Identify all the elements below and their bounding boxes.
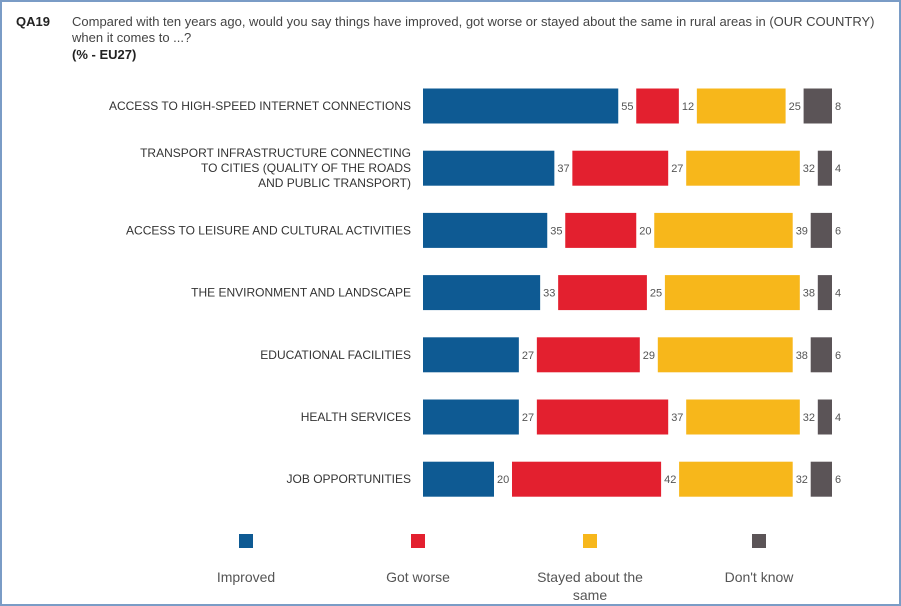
bar-improved (423, 275, 541, 311)
category-label: THE ENVIRONMENT AND LANDSCAPE (191, 286, 411, 300)
value-label-dont-know: 4 (835, 163, 841, 175)
bar-improved (423, 150, 555, 186)
category-label: ACCESS TO HIGH-SPEED INTERNET CONNECTION… (109, 99, 411, 113)
bar-got-worse (536, 399, 669, 435)
bar-dont-know (817, 399, 832, 435)
chart-subtitle: (% - EU27) (72, 47, 137, 62)
legend-swatch-improved (239, 534, 253, 548)
legend-label-dont-know: Don't know (725, 569, 795, 585)
value-label-stayed-same: 38 (803, 288, 815, 300)
bar-got-worse (636, 88, 679, 124)
value-label-improved: 27 (522, 350, 534, 362)
bar-got-worse (565, 212, 637, 248)
value-label-got-worse: 20 (639, 225, 651, 237)
bar-stayed-same (654, 212, 793, 248)
question-text: Compared with ten years ago, would you s… (72, 14, 875, 45)
value-label-got-worse: 29 (643, 350, 655, 362)
value-label-improved: 37 (557, 163, 569, 175)
category-label: ACCESS TO LEISURE AND CULTURAL ACTIVITIE… (126, 223, 411, 237)
legend-swatch-dont-know (752, 534, 766, 548)
bar-stayed-same (686, 399, 800, 435)
value-label-stayed-same: 38 (796, 350, 808, 362)
category-label: JOB OPPORTUNITIES (287, 472, 411, 486)
legend-swatch-got-worse (411, 534, 425, 548)
value-label-dont-know: 6 (835, 225, 841, 237)
bar-dont-know (810, 337, 832, 373)
value-label-stayed-same: 25 (789, 101, 801, 113)
bar-dont-know (803, 88, 832, 124)
bar-got-worse (536, 337, 640, 373)
bar-dont-know (810, 461, 832, 497)
value-label-stayed-same: 32 (803, 163, 815, 175)
bar-got-worse (512, 461, 662, 497)
value-label-improved: 55 (621, 101, 633, 113)
bar-dont-know (810, 212, 832, 248)
value-label-stayed-same: 32 (796, 474, 808, 486)
bar-improved (423, 337, 519, 373)
value-label-got-worse: 37 (671, 412, 683, 424)
bar-stayed-same (657, 337, 793, 373)
value-label-dont-know: 8 (835, 101, 841, 113)
value-label-got-worse: 27 (671, 163, 683, 175)
legend-label-improved: Improved (217, 569, 275, 585)
value-label-got-worse: 25 (650, 288, 662, 300)
bar-dont-know (817, 275, 832, 311)
question-code: QA19 (16, 14, 50, 29)
bar-stayed-same (679, 461, 793, 497)
value-label-dont-know: 4 (835, 288, 841, 300)
category-label: EDUCATIONAL FACILITIES (260, 348, 411, 362)
value-label-improved: 27 (522, 412, 534, 424)
value-label-got-worse: 42 (664, 474, 676, 486)
bar-stayed-same (664, 275, 800, 311)
value-label-got-worse: 12 (682, 101, 694, 113)
legend-label-stayed-same: Stayed about the same (537, 569, 643, 603)
value-label-improved: 20 (497, 474, 509, 486)
legend-label-got-worse: Got worse (386, 569, 450, 585)
value-label-stayed-same: 32 (803, 412, 815, 424)
legend-swatch-stayed-same (583, 534, 597, 548)
value-label-dont-know: 6 (835, 474, 841, 486)
value-label-stayed-same: 39 (796, 225, 808, 237)
value-label-improved: 33 (543, 288, 555, 300)
bar-got-worse (572, 150, 669, 186)
bar-got-worse (558, 275, 647, 311)
bar-dont-know (817, 150, 832, 186)
value-label-dont-know: 4 (835, 412, 841, 424)
bar-improved (423, 399, 519, 435)
value-label-improved: 35 (550, 225, 562, 237)
bar-improved (423, 88, 619, 124)
bar-stayed-same (686, 150, 800, 186)
category-label: TRANSPORT INFRASTRUCTURE CONNECTING TO CI… (140, 146, 411, 190)
bar-improved (423, 212, 548, 248)
value-label-dont-know: 6 (835, 350, 841, 362)
bar-improved (423, 461, 494, 497)
bar-stayed-same (696, 88, 786, 124)
category-label: HEALTH SERVICES (301, 410, 411, 424)
